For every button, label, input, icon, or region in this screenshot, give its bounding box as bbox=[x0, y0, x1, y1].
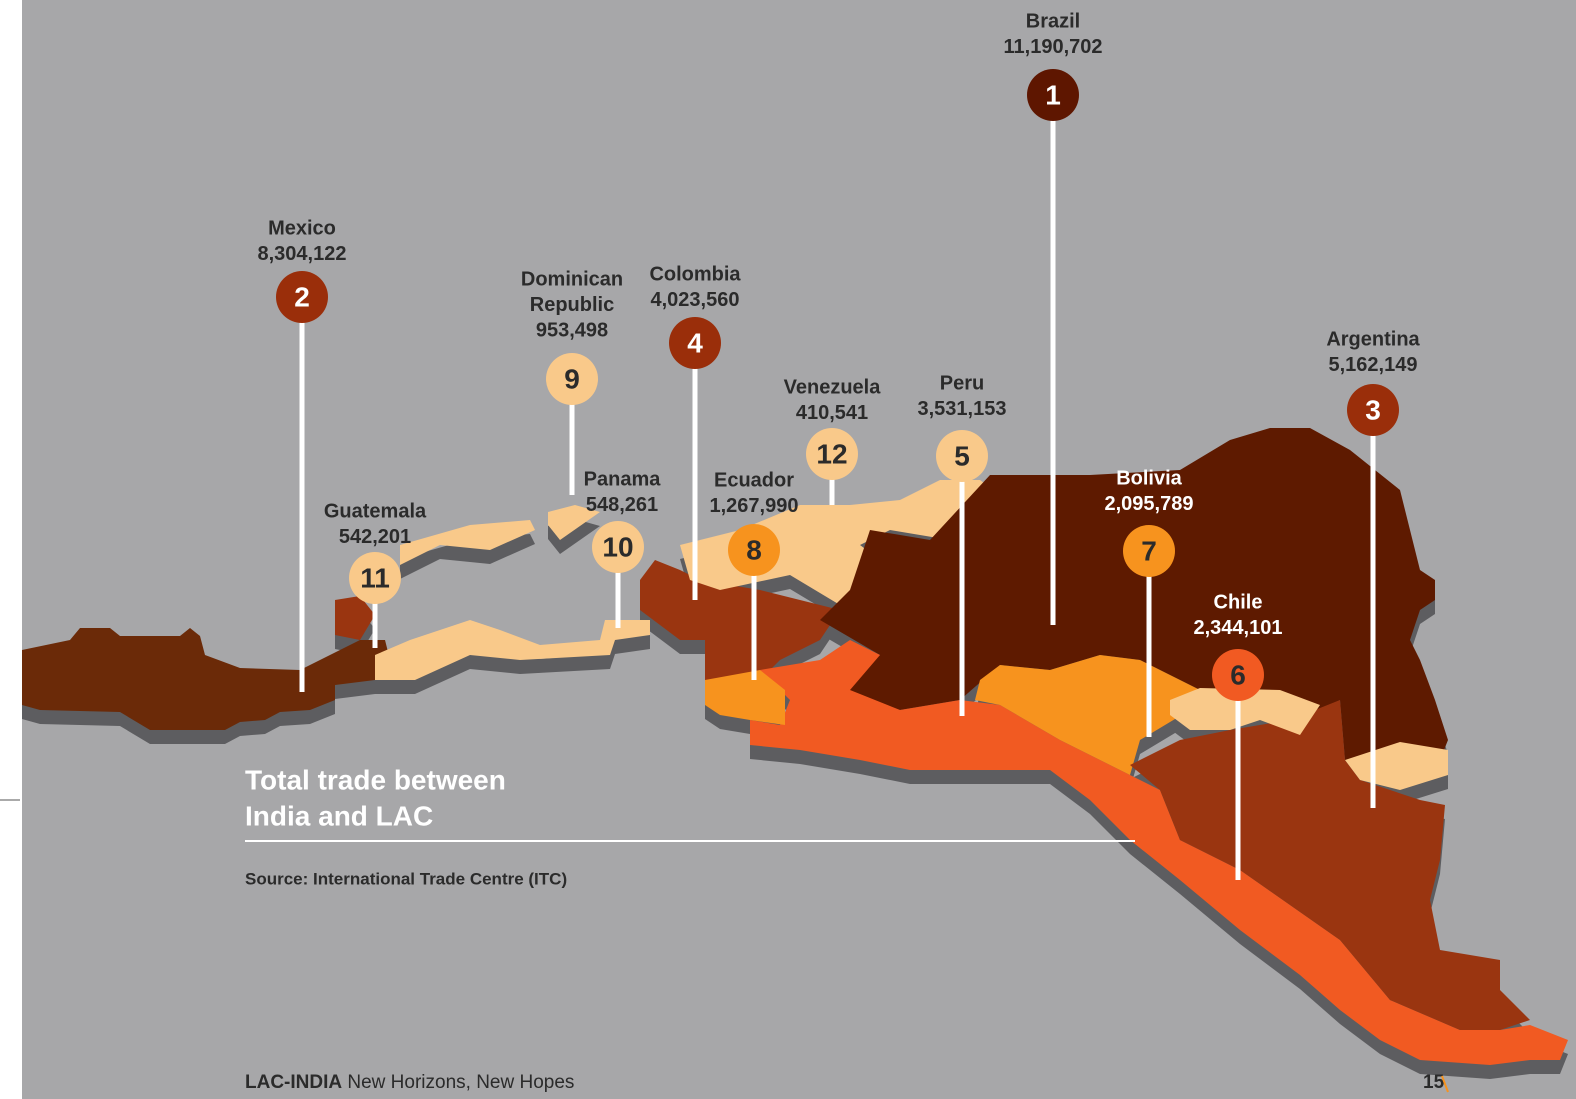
pin-circle bbox=[276, 271, 328, 323]
trade-value: 953,498 bbox=[536, 319, 608, 341]
trade-value: 8,304,122 bbox=[258, 243, 347, 265]
country-name: Peru bbox=[940, 372, 984, 394]
trade-value: 4,023,560 bbox=[651, 289, 740, 311]
trade-value: 548,261 bbox=[586, 494, 658, 516]
footer-tagline: New Horizons, New Hopes bbox=[347, 1072, 574, 1093]
country-name: Colombia bbox=[649, 263, 741, 285]
pin-circle bbox=[728, 524, 780, 576]
pin-circle bbox=[806, 428, 858, 480]
country-name: Ecuador bbox=[714, 469, 794, 491]
title-line: India and LAC bbox=[245, 800, 433, 831]
country-name: Dominican bbox=[521, 268, 623, 290]
pins: 1 Brazil 11,190,702 2 Mexico 8,304,122 3 Argent… bbox=[258, 10, 1421, 880]
pin-circle bbox=[1123, 525, 1175, 577]
rank: 9 bbox=[564, 363, 580, 394]
trade-value: 410,541 bbox=[796, 402, 868, 424]
pin-circle bbox=[936, 430, 988, 482]
country-name: Guatemala bbox=[324, 500, 427, 522]
trade-value: 1,267,990 bbox=[710, 495, 799, 517]
trade-value: 2,095,789 bbox=[1105, 493, 1194, 515]
page-number: 15 bbox=[1423, 1072, 1445, 1093]
rank: 3 bbox=[1365, 394, 1381, 425]
rank: 7 bbox=[1141, 535, 1157, 566]
trade-value: 542,201 bbox=[339, 526, 411, 548]
trade-value: 3,531,153 bbox=[918, 398, 1007, 420]
country-name: Republic bbox=[530, 294, 614, 316]
country-name: Panama bbox=[584, 468, 662, 490]
title-line: Total trade between bbox=[245, 764, 506, 795]
trade-value: 11,190,702 bbox=[1004, 36, 1103, 58]
rank: 11 bbox=[360, 562, 390, 593]
pin-circle bbox=[1347, 384, 1399, 436]
pin-circle bbox=[592, 521, 644, 573]
country-name: Bolivia bbox=[1116, 467, 1182, 489]
country-name: Argentina bbox=[1326, 328, 1420, 350]
trade-value: 5,162,149 bbox=[1329, 354, 1418, 376]
rank: 5 bbox=[954, 440, 970, 471]
country-name: Mexico bbox=[268, 217, 336, 239]
footer: LAC-INDIA New Horizons, New Hopes bbox=[245, 1072, 574, 1093]
rank: 12 bbox=[816, 438, 847, 469]
rank: 4 bbox=[687, 327, 703, 358]
pin-circle bbox=[546, 353, 598, 405]
country-name: Chile bbox=[1214, 591, 1263, 613]
country-name: Venezuela bbox=[784, 376, 882, 398]
country-name: Brazil bbox=[1026, 10, 1080, 32]
pin-circle bbox=[349, 552, 401, 604]
source: Source: International Trade Centre (ITC) bbox=[245, 869, 567, 888]
trade-value: 2,344,101 bbox=[1194, 617, 1283, 639]
page-accent bbox=[1441, 1075, 1449, 1093]
rank: 8 bbox=[746, 534, 762, 565]
pin-circle bbox=[669, 317, 721, 369]
footer-brand: LAC-INDIA bbox=[245, 1072, 342, 1093]
rank: 10 bbox=[602, 531, 633, 562]
rank: 2 bbox=[294, 281, 310, 312]
pin-circle bbox=[1212, 649, 1264, 701]
rank: 6 bbox=[1230, 659, 1246, 690]
pin-circle bbox=[1027, 69, 1079, 121]
rank: 1 bbox=[1045, 79, 1061, 110]
